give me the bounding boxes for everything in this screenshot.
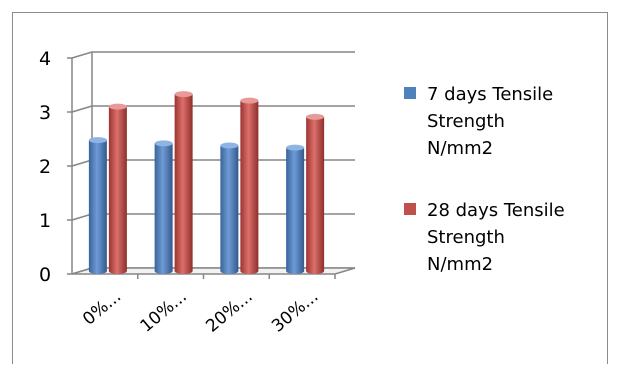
chart-floor [71,267,356,275]
bar-top [286,144,305,151]
x-tick-label: 0%... [79,287,125,330]
gridline-side [71,105,93,113]
bar-top [240,97,259,104]
bar-top [220,142,239,149]
legend-label: N/mm2 [427,254,493,275]
legend-label: N/mm2 [427,138,493,159]
legend-swatch [404,87,416,99]
bar-body [108,106,127,274]
bar-top [108,103,127,110]
bar [220,142,239,274]
legend-label: Strength [427,227,505,248]
axes [67,52,356,279]
y-tick-label: 3 [39,102,51,124]
legend-label: Strength [427,111,505,132]
bar-body [220,145,239,274]
bar-body [154,143,173,274]
gridline-side [71,213,93,221]
x-tick-labels: 0%... 10%... 20%... 30%... [79,287,322,337]
y-tick-label: 0 [39,264,51,286]
legend-label: 7 days Tensile [427,84,553,105]
bar [306,113,325,274]
legend-label: 28 days Tensile [427,200,565,221]
legend-swatch [404,203,416,215]
bar [286,144,305,274]
x-tick-label: 20%... [202,287,256,337]
y-tick-label: 2 [39,156,51,178]
bar [108,103,127,274]
bars [88,91,325,275]
y-tick-label: 4 [39,48,51,70]
y-tick-labels: 0 1 2 3 4 [39,48,51,286]
y-tick-label: 1 [39,210,51,232]
bar-body [174,94,193,275]
bar-top [306,113,325,120]
bar-body [88,140,107,274]
x-tick-label: 30%... [268,287,322,337]
chart-frame [12,12,608,364]
bar-body [306,116,325,274]
legend-entry: 28 days Tensile Strength N/mm2 [404,200,565,275]
bar-body [240,100,259,274]
bar [154,140,173,274]
legend-entry: 7 days Tensile Strength N/mm2 [404,84,553,159]
bar-top [174,91,193,98]
bar-top [88,137,107,144]
bar [88,137,107,274]
bar-body [286,147,305,274]
bar-top [154,140,173,147]
gridline-side [71,159,93,167]
bar [174,91,193,275]
x-tick-label: 10%... [137,287,191,337]
gridline-side [71,51,93,59]
bar [240,97,259,274]
